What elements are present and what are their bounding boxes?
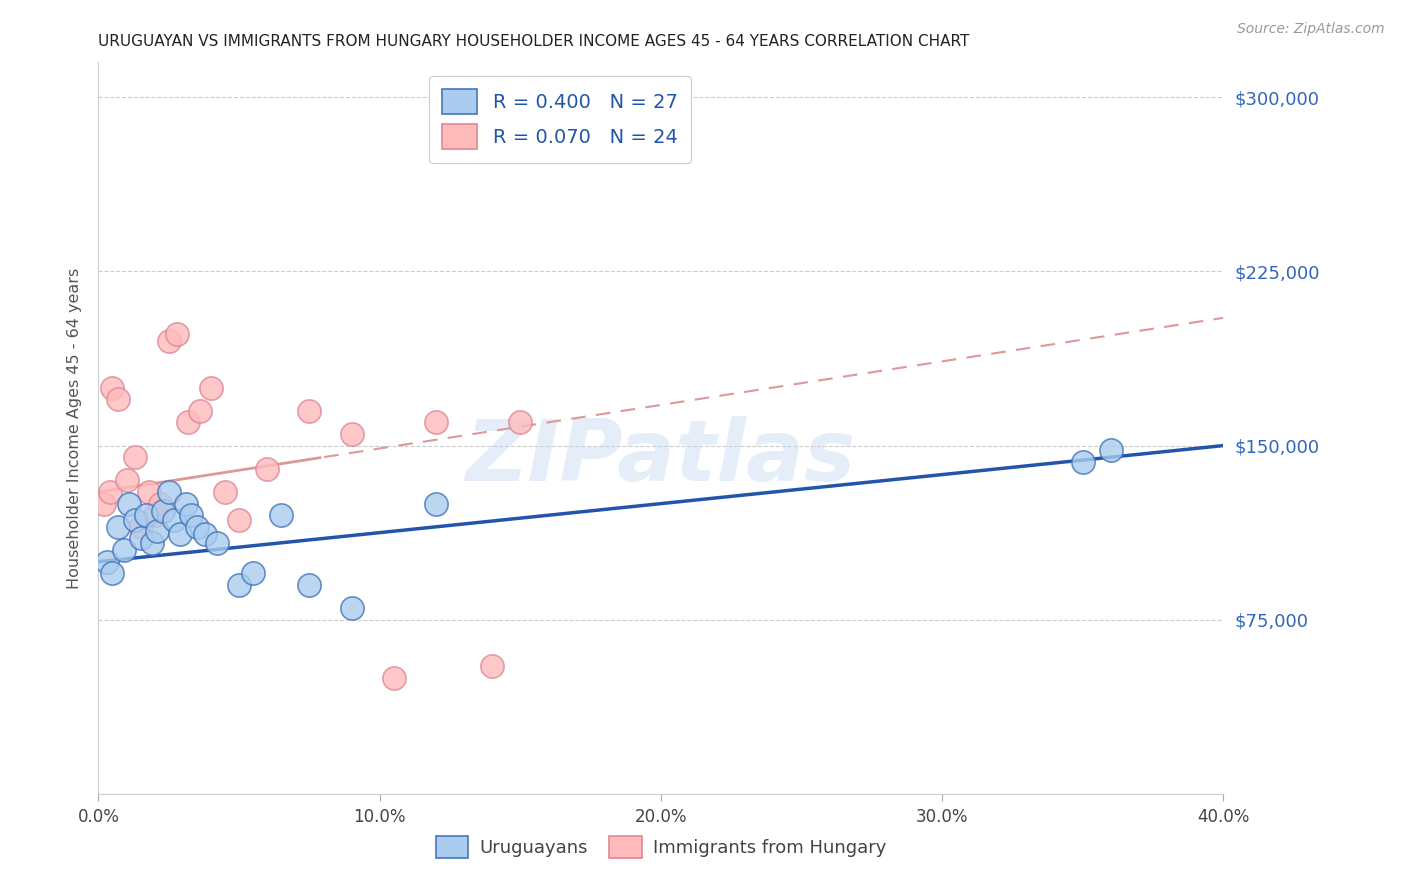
- Text: ZIPatlas: ZIPatlas: [465, 416, 856, 499]
- Point: [157, 334, 180, 348]
- Point: [242, 566, 264, 581]
- Point: [124, 450, 146, 465]
- Point: [107, 392, 129, 406]
- Point: [340, 601, 363, 615]
- Point: [1099, 443, 1122, 458]
- Point: [270, 508, 292, 523]
- Point: [98, 485, 121, 500]
- Point: [143, 508, 166, 523]
- Point: [177, 415, 200, 429]
- Point: [425, 497, 447, 511]
- Legend: Uruguayans, Immigrants from Hungary: Uruguayans, Immigrants from Hungary: [429, 829, 893, 865]
- Point: [481, 659, 503, 673]
- Point: [298, 403, 321, 417]
- Point: [146, 524, 169, 539]
- Point: [169, 526, 191, 541]
- Point: [200, 380, 222, 394]
- Point: [107, 520, 129, 534]
- Point: [101, 566, 124, 581]
- Point: [129, 532, 152, 546]
- Point: [174, 497, 197, 511]
- Point: [96, 555, 118, 569]
- Point: [188, 403, 211, 417]
- Point: [166, 327, 188, 342]
- Point: [112, 543, 135, 558]
- Point: [163, 513, 186, 527]
- Point: [1071, 455, 1094, 469]
- Point: [157, 485, 180, 500]
- Point: [124, 513, 146, 527]
- Text: URUGUAYAN VS IMMIGRANTS FROM HUNGARY HOUSEHOLDER INCOME AGES 45 - 64 YEARS CORRE: URUGUAYAN VS IMMIGRANTS FROM HUNGARY HOU…: [98, 34, 970, 49]
- Point: [118, 497, 141, 511]
- Point: [509, 415, 531, 429]
- Text: Source: ZipAtlas.com: Source: ZipAtlas.com: [1237, 22, 1385, 37]
- Point: [141, 536, 163, 550]
- Point: [298, 578, 321, 592]
- Point: [135, 508, 157, 523]
- Point: [228, 513, 250, 527]
- Point: [115, 474, 138, 488]
- Point: [214, 485, 236, 500]
- Point: [382, 671, 405, 685]
- Point: [256, 462, 278, 476]
- Point: [228, 578, 250, 592]
- Point: [186, 520, 208, 534]
- Point: [129, 520, 152, 534]
- Point: [152, 503, 174, 517]
- Y-axis label: Householder Income Ages 45 - 64 years: Householder Income Ages 45 - 64 years: [67, 268, 83, 589]
- Point: [194, 526, 217, 541]
- Point: [149, 497, 172, 511]
- Point: [205, 536, 228, 550]
- Point: [340, 427, 363, 442]
- Point: [180, 508, 202, 523]
- Point: [93, 497, 115, 511]
- Point: [425, 415, 447, 429]
- Point: [138, 485, 160, 500]
- Point: [101, 380, 124, 394]
